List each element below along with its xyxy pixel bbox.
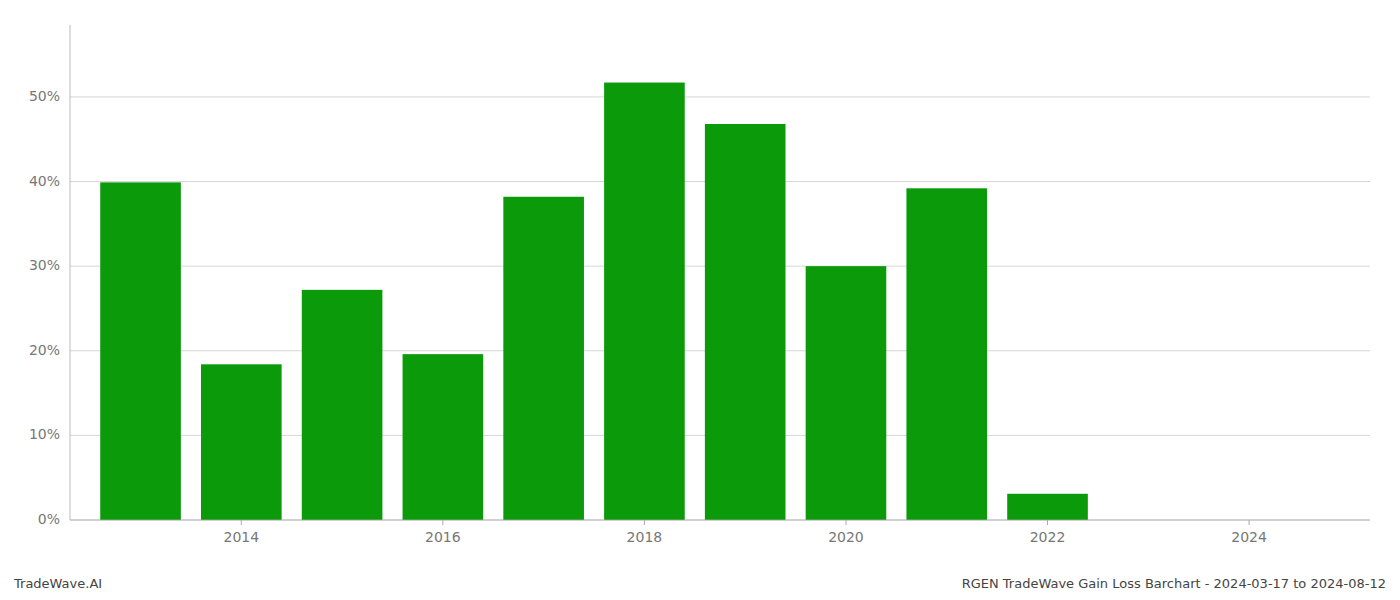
x-tick (442, 520, 443, 525)
x-tick (845, 520, 846, 525)
x-tick-label: 2020 (828, 529, 864, 545)
footer-text: RGEN TradeWave Gain Loss Barchart - 2024… (962, 576, 1386, 591)
grid (70, 97, 1370, 520)
x-tick-label: 2022 (1030, 529, 1066, 545)
bar (503, 197, 584, 520)
y-tick-label: 20% (29, 342, 60, 358)
x-tick-label: 2016 (425, 529, 461, 545)
y-tick-label: 50% (29, 88, 60, 104)
bar (403, 354, 484, 520)
bar (604, 83, 685, 520)
bar (201, 364, 282, 520)
bar (806, 266, 887, 520)
y-tick-label: 10% (29, 426, 60, 442)
chart: 0% 10% 20% 30% 40% 50% 2014 2016 2018 2020 2022 202… (0, 0, 1400, 600)
grid-line (70, 520, 1370, 521)
footer-text: TradeWave.AI (13, 576, 102, 591)
bar (302, 290, 383, 520)
x-tick (1047, 520, 1048, 525)
x-axis-line (70, 520, 1370, 521)
x-tick (644, 520, 645, 525)
y-axis-line (70, 25, 71, 520)
bar (705, 124, 786, 520)
bar (100, 182, 181, 520)
x-tick (241, 520, 242, 525)
bar (1007, 494, 1088, 520)
x-tick (1249, 520, 1250, 525)
y-tick-label: 0% (38, 511, 60, 527)
bar (906, 188, 987, 520)
y-tick-label: 40% (29, 173, 60, 189)
x-tick-label: 2024 (1231, 529, 1267, 545)
bars (100, 83, 1088, 520)
grid-line (70, 96, 1370, 97)
x-tick-label: 2018 (627, 529, 663, 545)
x-tick-label: 2014 (223, 529, 259, 545)
y-tick-label: 30% (29, 257, 60, 273)
